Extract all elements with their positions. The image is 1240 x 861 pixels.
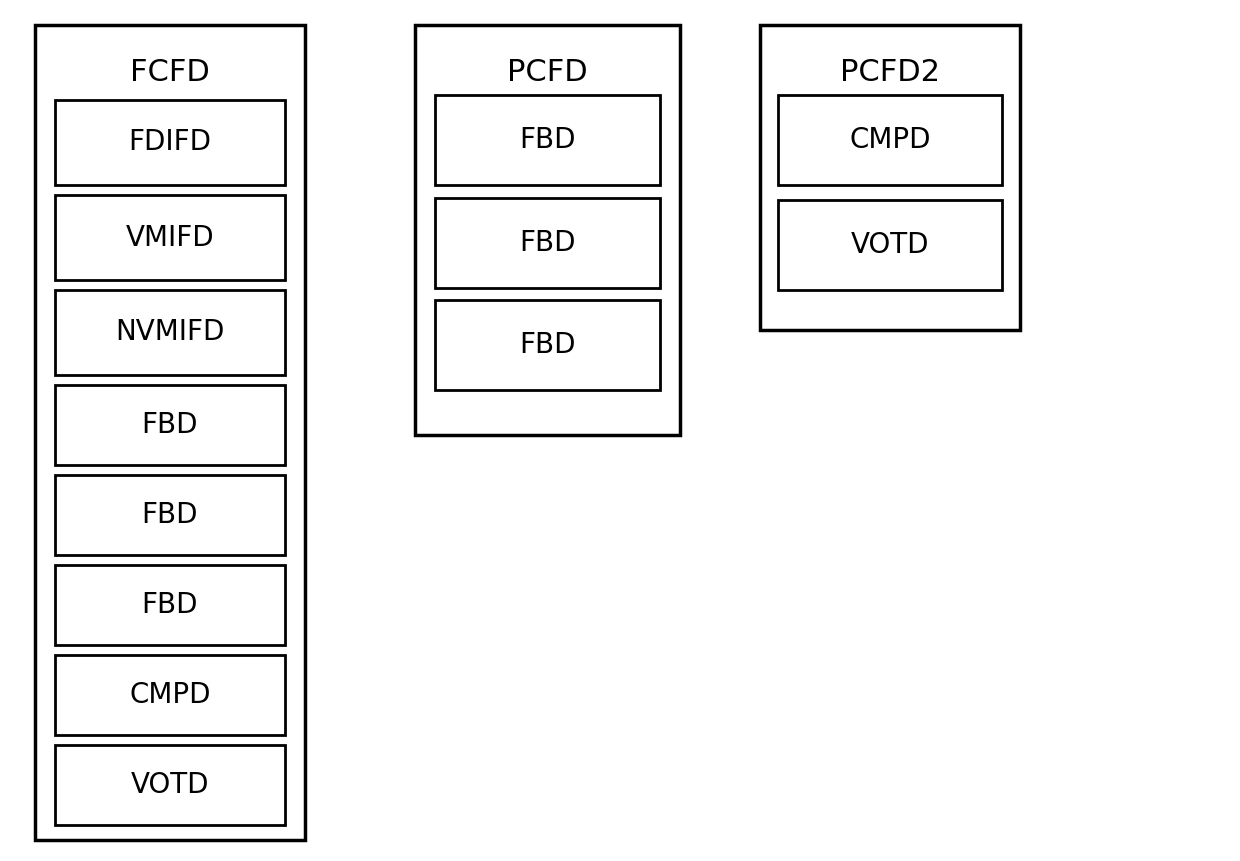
Text: FBD: FBD — [141, 501, 198, 529]
Text: FBD: FBD — [141, 411, 198, 439]
Bar — [55, 290, 285, 375]
Bar — [55, 655, 285, 735]
Bar — [55, 745, 285, 825]
Text: CMPD: CMPD — [129, 681, 211, 709]
Text: VMIFD: VMIFD — [125, 224, 215, 251]
Bar — [777, 95, 1002, 185]
Bar — [55, 385, 285, 465]
Text: VOTD: VOTD — [130, 771, 210, 799]
Bar — [55, 100, 285, 185]
Text: FBD: FBD — [141, 591, 198, 619]
Bar — [55, 565, 285, 645]
Bar — [777, 200, 1002, 290]
Bar — [55, 195, 285, 280]
Text: NVMIFD: NVMIFD — [115, 319, 224, 346]
Bar — [435, 300, 660, 390]
Text: FCFD: FCFD — [130, 58, 210, 87]
Bar — [435, 198, 660, 288]
Bar — [35, 25, 305, 840]
Text: VOTD: VOTD — [851, 231, 929, 259]
Text: FBD: FBD — [520, 331, 575, 359]
Text: PCFD2: PCFD2 — [839, 58, 940, 87]
Bar — [760, 25, 1021, 330]
Bar — [435, 95, 660, 185]
Text: CMPD: CMPD — [849, 126, 931, 154]
Bar — [415, 25, 680, 435]
Text: FDIFD: FDIFD — [129, 128, 212, 157]
Text: FBD: FBD — [520, 126, 575, 154]
Text: FBD: FBD — [520, 229, 575, 257]
Text: PCFD: PCFD — [507, 58, 588, 87]
Bar — [55, 475, 285, 555]
